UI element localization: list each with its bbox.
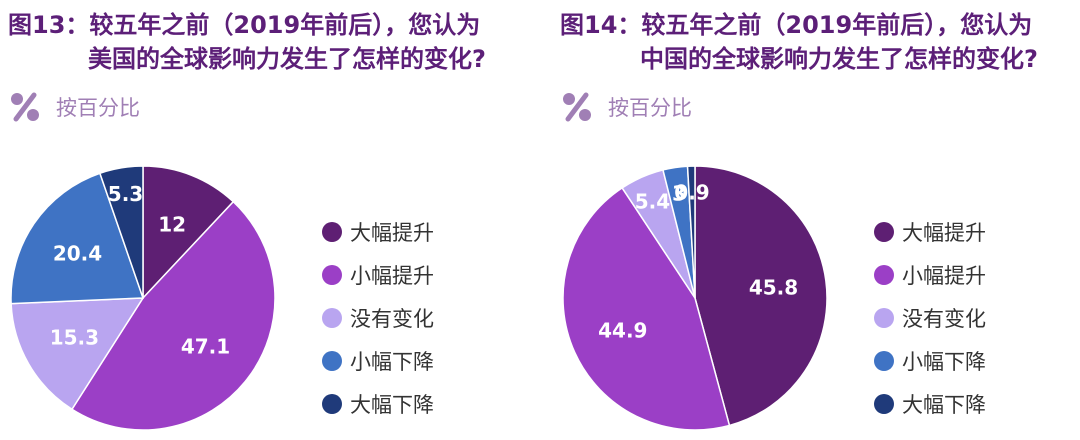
legend-item: 大幅下降 [874, 382, 986, 425]
pie-chart-us: 12 47.1 15.3 20.4 5.3 [10, 165, 276, 431]
legend-item: 没有变化 [322, 296, 434, 339]
legend-label: 没有变化 [902, 306, 986, 331]
legend-item: 大幅下降 [322, 382, 434, 425]
percent-icon [563, 92, 591, 122]
chart-panel-china: 图14：较五年之前（2019年前后），您认为 中国的全球影响力发生了怎样的变化?… [552, 0, 1080, 440]
chart-title-china: 图14：较五年之前（2019年前后），您认为 中国的全球影响力发生了怎样的变化? [560, 8, 1038, 76]
legend-item: 小幅下降 [874, 339, 986, 382]
legend-swatch [874, 350, 894, 371]
legend-label: 大幅提升 [350, 220, 434, 245]
legend-us: 大幅提升 小幅提升 没有变化 小幅下降 大幅下降 [322, 210, 434, 425]
pie-slice [98, 165, 144, 299]
data-label: 12 [158, 212, 186, 236]
pie-slice [694, 165, 828, 427]
legend-item: 大幅提升 [874, 210, 986, 253]
legend-item: 没有变化 [874, 296, 986, 339]
legend-item: 小幅提升 [322, 253, 434, 296]
chart-title-line1: 图14：较五年之前（2019年前后），您认为 [560, 11, 1033, 39]
data-label: 5.3 [108, 182, 143, 206]
legend-label: 小幅提升 [902, 263, 986, 288]
pie-slice [142, 165, 235, 300]
data-label: 45.8 [749, 276, 798, 300]
data-label: 5.4 [635, 189, 670, 213]
legend-swatch [322, 393, 342, 414]
chart-title-line1: 图13：较五年之前（2019年前后），您认为 [8, 11, 481, 39]
legend-swatch [322, 264, 342, 285]
legend-swatch [322, 221, 342, 242]
chart-title-us: 图13：较五年之前（2019年前后），您认为 美国的全球影响力发生了怎样的变化? [8, 8, 486, 76]
data-label: 44.9 [598, 319, 647, 343]
data-label: 0.9 [674, 180, 709, 204]
legend-swatch [874, 393, 894, 414]
data-label: 3 [672, 182, 686, 206]
chart-title-line2: 中国的全球影响力发生了怎样的变化? [640, 45, 1038, 73]
pie-slice [70, 200, 276, 431]
unit-label: 按百分比 [608, 96, 692, 120]
legend-swatch [322, 307, 342, 328]
unit-row: 按百分比 [560, 90, 692, 124]
legend-label: 大幅下降 [902, 392, 986, 417]
unit-label: 按百分比 [56, 96, 140, 120]
legend-label: 小幅下降 [902, 349, 986, 374]
pie-slice [10, 172, 145, 305]
legend-item: 小幅提升 [874, 253, 986, 296]
legend-label: 小幅提升 [350, 263, 434, 288]
data-label: 20.4 [53, 241, 102, 265]
legend-china: 大幅提升 小幅提升 没有变化 小幅下降 大幅下降 [874, 210, 986, 425]
legend-swatch [322, 350, 342, 371]
legend-swatch [874, 307, 894, 328]
chart-title-line2: 美国的全球影响力发生了怎样的变化? [88, 45, 486, 73]
pie-slice [562, 186, 731, 431]
pie-slice [686, 165, 696, 299]
legend-label: 大幅下降 [350, 392, 434, 417]
data-label: 15.3 [50, 326, 99, 350]
legend-label: 小幅下降 [350, 349, 434, 374]
data-label: 47.1 [181, 335, 230, 359]
pie-slice [10, 297, 145, 411]
percent-icon [11, 92, 39, 122]
legend-swatch [874, 221, 894, 242]
legend-label: 大幅提升 [902, 220, 986, 245]
pie-chart-china: 45.8 44.9 5.4 30.9 [562, 165, 828, 431]
legend-swatch [874, 264, 894, 285]
unit-row: 按百分比 [8, 90, 140, 124]
legend-item: 大幅提升 [322, 210, 434, 253]
chart-panel-us: 图13：较五年之前（2019年前后），您认为 美国的全球影响力发生了怎样的变化?… [8, 8, 486, 431]
legend-item: 小幅下降 [322, 339, 434, 382]
legend-label: 没有变化 [350, 306, 434, 331]
